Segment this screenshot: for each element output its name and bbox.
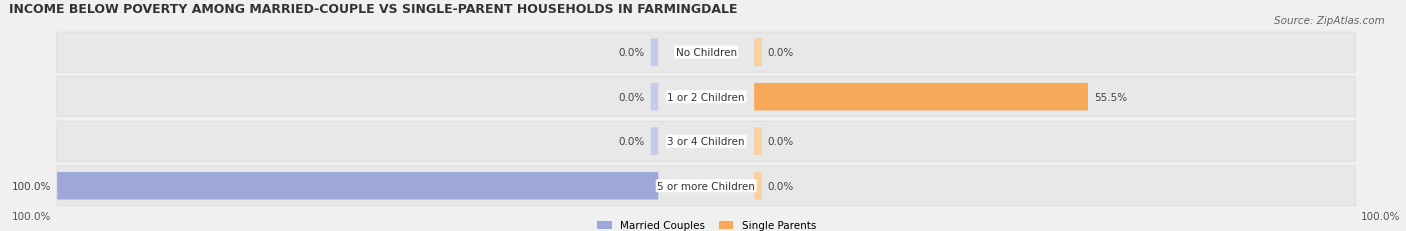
Text: 3 or 4 Children: 3 or 4 Children: [668, 137, 745, 146]
FancyBboxPatch shape: [651, 83, 658, 111]
FancyBboxPatch shape: [754, 83, 1088, 111]
Text: Source: ZipAtlas.com: Source: ZipAtlas.com: [1274, 16, 1385, 26]
Text: 1 or 2 Children: 1 or 2 Children: [668, 92, 745, 102]
Text: 55.5%: 55.5%: [1094, 92, 1128, 102]
FancyBboxPatch shape: [754, 172, 762, 200]
Text: 0.0%: 0.0%: [619, 137, 645, 146]
FancyBboxPatch shape: [58, 172, 658, 200]
FancyBboxPatch shape: [754, 128, 762, 155]
Text: 100.0%: 100.0%: [13, 181, 52, 191]
FancyBboxPatch shape: [56, 77, 1355, 117]
FancyBboxPatch shape: [651, 39, 658, 67]
Text: 0.0%: 0.0%: [619, 48, 645, 58]
FancyBboxPatch shape: [56, 33, 1355, 73]
FancyBboxPatch shape: [754, 39, 762, 67]
Text: 0.0%: 0.0%: [768, 137, 794, 146]
Text: 100.0%: 100.0%: [1361, 211, 1400, 221]
Legend: Married Couples, Single Parents: Married Couples, Single Parents: [596, 220, 815, 230]
Text: INCOME BELOW POVERTY AMONG MARRIED-COUPLE VS SINGLE-PARENT HOUSEHOLDS IN FARMING: INCOME BELOW POVERTY AMONG MARRIED-COUPL…: [10, 3, 738, 16]
FancyBboxPatch shape: [651, 128, 658, 155]
Text: No Children: No Children: [676, 48, 737, 58]
Text: 0.0%: 0.0%: [768, 48, 794, 58]
Text: 100.0%: 100.0%: [13, 211, 52, 221]
FancyBboxPatch shape: [56, 166, 1355, 206]
FancyBboxPatch shape: [56, 122, 1355, 161]
Text: 0.0%: 0.0%: [768, 181, 794, 191]
Text: 0.0%: 0.0%: [619, 92, 645, 102]
Text: 5 or more Children: 5 or more Children: [658, 181, 755, 191]
